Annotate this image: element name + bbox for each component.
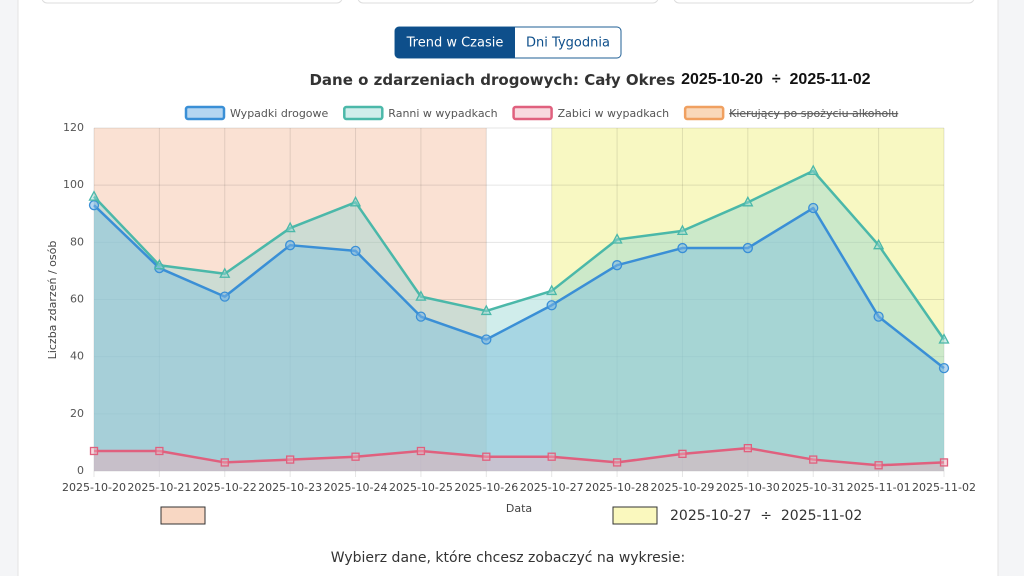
legend-label: Zabici w wypadkach: [558, 107, 670, 120]
y-tick-label: 80: [70, 235, 84, 248]
point: [480, 304, 492, 316]
point: [286, 455, 295, 464]
point: [939, 458, 949, 467]
point: [873, 238, 885, 250]
point: [88, 200, 100, 211]
point: [219, 291, 230, 302]
point: [415, 311, 427, 322]
x-tick-label: 2025-10-28: [585, 481, 649, 494]
point: [416, 446, 426, 456]
y-tick-label: 120: [63, 121, 84, 134]
point: [546, 300, 557, 311]
x-tick-label: 2025-10-24: [324, 481, 388, 494]
point: [742, 242, 753, 254]
prompt: Wybierz dane, które chcesz zobaczyć na w…: [331, 550, 686, 566]
point: [351, 452, 360, 461]
point: [88, 190, 100, 201]
legend-swatch: [512, 105, 553, 121]
point: [415, 290, 427, 301]
point: [938, 333, 950, 344]
tab-active[interactable]: [395, 27, 515, 58]
legend-swatch: [343, 105, 384, 121]
point: [285, 240, 296, 251]
series-line: [94, 446, 945, 467]
legend-label: Ranni w wypadkach: [388, 107, 497, 120]
point: [153, 258, 165, 270]
x-tick-label: 2025-10-30: [716, 481, 780, 494]
card: [673, 0, 975, 4]
x-tick-label: 2025-10-20: [62, 481, 126, 494]
chart-title-line: Dane o zdarzeniach drogowych: Cały Okres…: [309, 71, 870, 89]
chart-title-range: 2025-10-20 ÷ 2025-11-02: [681, 71, 870, 88]
x-tick-label: 2025-11-01: [847, 481, 911, 494]
legend-swatch: [184, 105, 226, 121]
point: [611, 260, 623, 271]
point: [676, 224, 689, 236]
point: [547, 452, 556, 461]
region-key: [612, 506, 658, 525]
x-tick-label: 2025-10-25: [389, 481, 453, 494]
point: [809, 455, 818, 464]
y-tick-label: 40: [70, 350, 84, 363]
x-tick-label: 2025-10-23: [258, 481, 322, 494]
x-tick-label: 2025-10-26: [454, 481, 518, 494]
point: [155, 446, 164, 456]
point: [220, 458, 229, 467]
x-tick-label: 2025-10-21: [127, 481, 191, 494]
series-area: [94, 448, 944, 471]
point: [219, 267, 231, 278]
point: [874, 461, 883, 470]
point: [611, 233, 623, 244]
x-tick-label: 2025-10-27: [520, 481, 584, 494]
point: [742, 195, 754, 207]
x-axis-label: Data: [506, 502, 532, 515]
point: [873, 311, 884, 322]
point: [349, 195, 362, 207]
point: [677, 242, 688, 254]
legend-label: Kierujący po spożyciu alkoholu: [729, 107, 898, 120]
y-tick-label: 60: [70, 293, 84, 306]
tab[interactable]: Trend w Czasie: [406, 36, 504, 51]
y-tick-label: 20: [70, 407, 84, 420]
region-label: 2025-10-27 ÷ 2025-11-02: [670, 508, 862, 524]
point: [284, 221, 296, 233]
y-axis-label: Liczba zdarzeń / osób: [46, 241, 59, 360]
point: [938, 362, 950, 374]
chart-title: Dane o zdarzeniach drogowych: Cały Okres: [309, 71, 675, 89]
y-tick-label: 0: [77, 464, 84, 477]
point: [807, 164, 819, 176]
card: [41, 0, 343, 4]
legend-swatch: [683, 105, 725, 121]
series-area: [94, 205, 944, 472]
point: [546, 284, 558, 296]
y-tick-label: 100: [63, 178, 84, 191]
point: [612, 458, 622, 467]
series-line: [93, 169, 946, 341]
legend-label: Wypadki drogowe: [230, 107, 329, 120]
point: [743, 443, 752, 453]
x-tick-label: 2025-10-31: [781, 481, 845, 494]
point: [808, 202, 819, 214]
tab[interactable]: Dni Tygodnia: [526, 36, 610, 51]
series-line: [93, 204, 945, 370]
point: [678, 449, 687, 459]
x-tick-label: 2025-11-02: [912, 481, 976, 494]
point: [89, 446, 99, 456]
point: [350, 245, 361, 257]
x-tick-label: 2025-10-29: [650, 481, 714, 494]
point: [481, 334, 492, 345]
region-key: [160, 506, 206, 525]
point: [482, 452, 491, 461]
card: [357, 0, 659, 4]
x-tick-label: 2025-10-22: [193, 481, 257, 494]
